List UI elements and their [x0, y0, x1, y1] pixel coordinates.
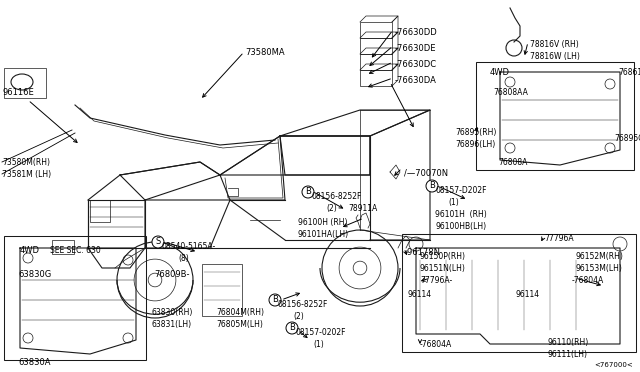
Text: 76895G: 76895G [614, 134, 640, 143]
Text: -76804A: -76804A [420, 340, 452, 349]
Text: -96178N: -96178N [405, 248, 441, 257]
Bar [360, 70, 392, 86]
Text: B: B [429, 182, 435, 190]
Text: S: S [156, 237, 161, 247]
Text: 96153M(LH): 96153M(LH) [575, 264, 622, 273]
Bar [4, 236, 146, 360]
Text: 08540-5165A-: 08540-5165A- [162, 242, 216, 251]
Bar [476, 62, 634, 170]
Text: 96151N(LH): 96151N(LH) [420, 264, 466, 273]
Text: -76804A: -76804A [572, 276, 604, 285]
Bar [360, 22, 392, 38]
Bar [90, 200, 110, 222]
Text: (1): (1) [313, 340, 324, 349]
Text: 73580M(RH): 73580M(RH) [2, 158, 50, 167]
Text: 76896(LH): 76896(LH) [455, 140, 495, 149]
Text: (1): (1) [448, 198, 459, 207]
Text: 96110(RH): 96110(RH) [547, 338, 588, 347]
Bar [402, 234, 636, 352]
Text: B: B [289, 324, 295, 333]
Text: 63830G: 63830G [18, 270, 51, 279]
Text: 63830(RH): 63830(RH) [152, 308, 193, 317]
Text: -76630DE: -76630DE [395, 44, 436, 53]
Text: 96101HA(LH): 96101HA(LH) [298, 230, 349, 239]
Text: 76861C: 76861C [618, 68, 640, 77]
Text: 76808A: 76808A [498, 158, 527, 167]
Text: 78816V (RH): 78816V (RH) [530, 40, 579, 49]
Text: 96100H (RH): 96100H (RH) [298, 218, 348, 227]
Text: (2): (2) [326, 204, 337, 213]
Bar [4, 68, 46, 98]
Text: 76809B-: 76809B- [154, 270, 189, 279]
Text: <767000<: <767000< [594, 362, 633, 368]
Text: 96116E: 96116E [2, 88, 34, 97]
Text: SEE SEC. 630: SEE SEC. 630 [50, 246, 100, 255]
Text: -76630DD: -76630DD [395, 28, 438, 37]
Text: 96114: 96114 [515, 290, 539, 299]
Bar [360, 54, 392, 70]
Text: 96100HB(LH): 96100HB(LH) [435, 222, 486, 231]
Text: (2): (2) [293, 312, 304, 321]
Text: B: B [305, 187, 311, 196]
Text: 73581M (LH): 73581M (LH) [2, 170, 51, 179]
Bar [52, 240, 74, 254]
Text: -76630DA: -76630DA [395, 76, 437, 85]
Text: 96111(LH): 96111(LH) [547, 350, 587, 359]
Text: 76895(RH): 76895(RH) [455, 128, 497, 137]
Text: 08156-8252F: 08156-8252F [277, 300, 328, 309]
Text: 76804M(RH): 76804M(RH) [216, 308, 264, 317]
Text: 08156-8252F: 08156-8252F [311, 192, 362, 201]
Text: 63831(LH): 63831(LH) [152, 320, 192, 329]
Text: 08157-D202F: 08157-D202F [435, 186, 486, 195]
Text: (8): (8) [178, 254, 189, 263]
Text: 63830A: 63830A [18, 358, 51, 367]
Text: 96101H  (RH): 96101H (RH) [435, 210, 487, 219]
Text: 08157-0202F: 08157-0202F [296, 328, 346, 337]
Text: 96114: 96114 [408, 290, 432, 299]
Text: 4WD: 4WD [20, 246, 40, 255]
Text: 77796A: 77796A [544, 234, 573, 243]
Text: 78911A: 78911A [348, 204, 377, 213]
Text: /—70070N: /—70070N [404, 168, 448, 177]
Ellipse shape [11, 74, 33, 90]
Text: 76805M(LH): 76805M(LH) [216, 320, 263, 329]
Bar [360, 38, 392, 54]
Text: 73580MA: 73580MA [245, 48, 285, 57]
Text: 78816W (LH): 78816W (LH) [530, 52, 580, 61]
Text: B: B [272, 295, 278, 305]
Bar [202, 264, 242, 316]
Text: 77796A-: 77796A- [420, 276, 452, 285]
Text: 76808AA: 76808AA [493, 88, 528, 97]
Text: -76630DC: -76630DC [395, 60, 437, 69]
Text: 96150P(RH): 96150P(RH) [420, 252, 466, 261]
Text: 4WD: 4WD [490, 68, 510, 77]
Text: 96152M(RH): 96152M(RH) [575, 252, 623, 261]
